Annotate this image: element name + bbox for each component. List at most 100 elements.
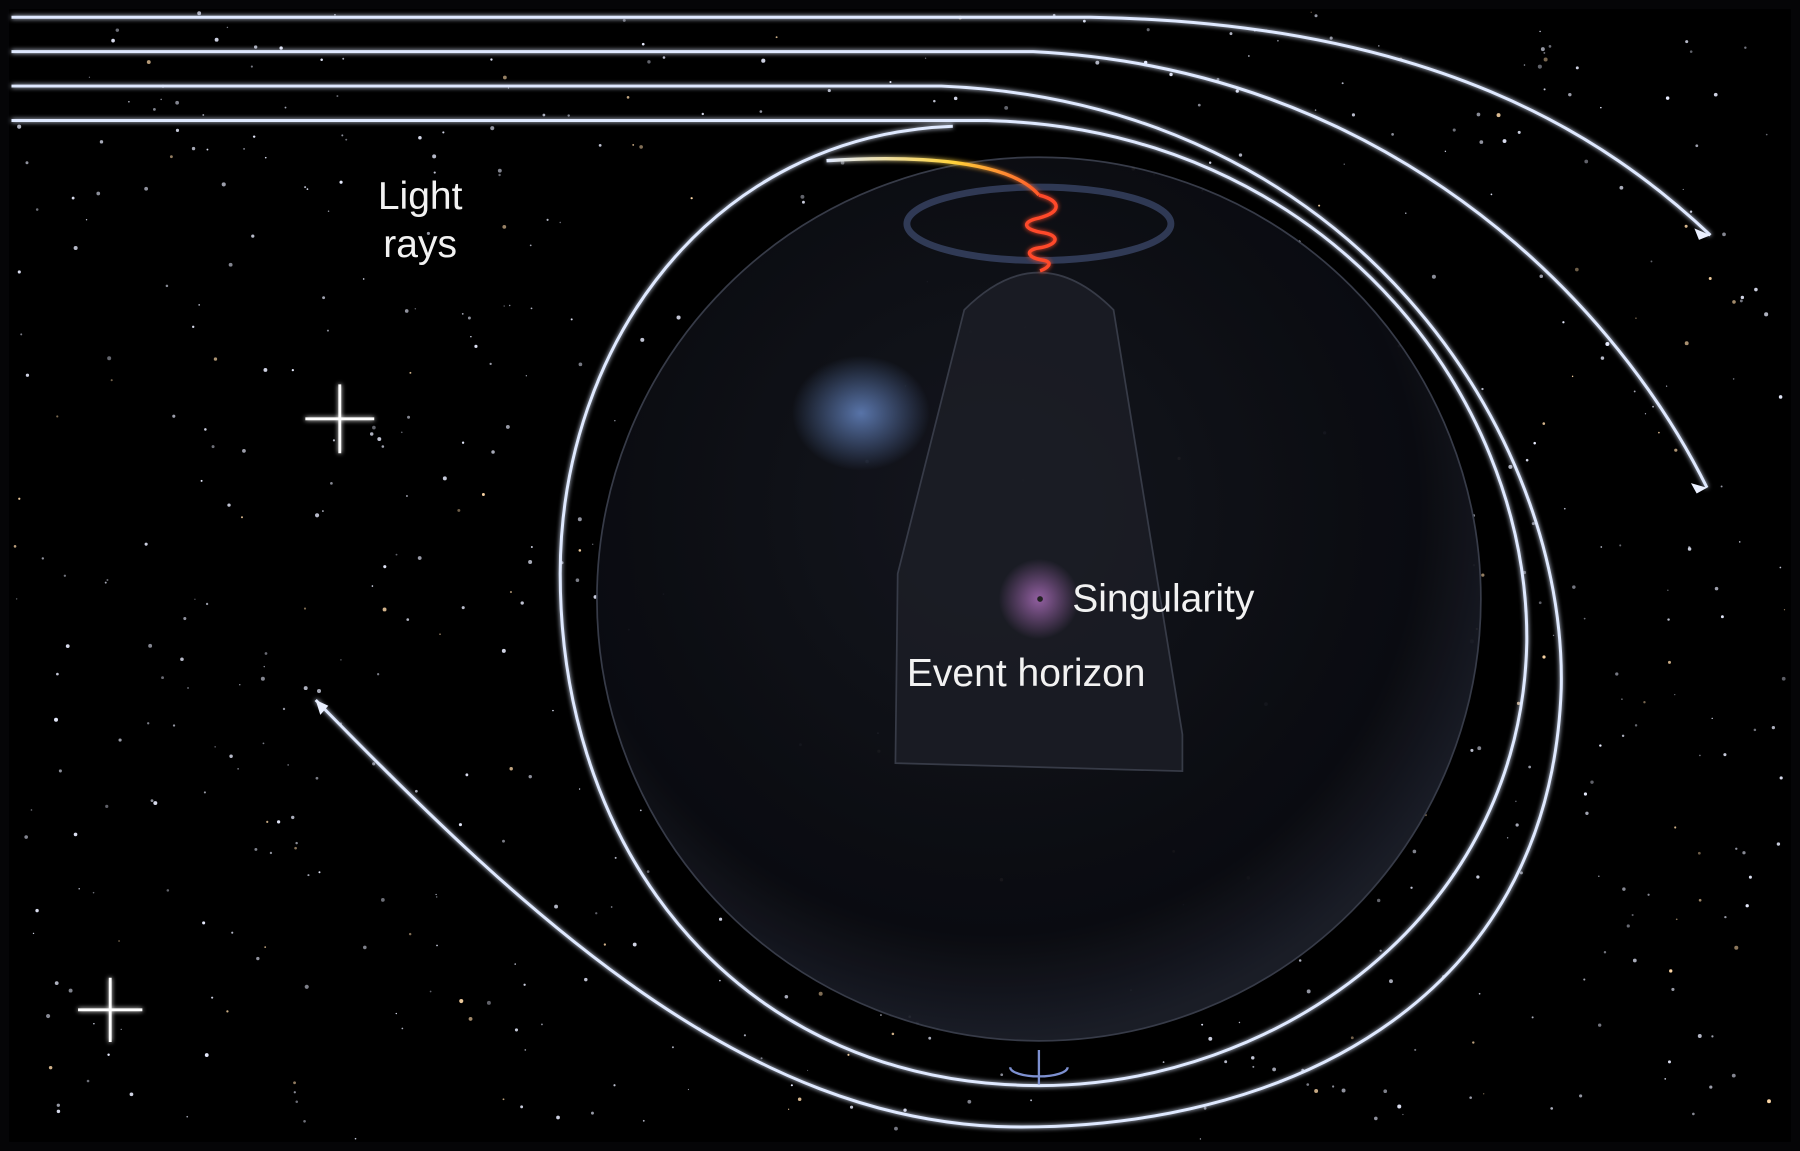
star: [293, 1081, 296, 1084]
star: [111, 379, 113, 381]
star: [243, 148, 245, 150]
star: [322, 296, 325, 299]
star: [554, 905, 558, 909]
star: [1239, 1022, 1240, 1023]
star: [576, 578, 580, 582]
star: [1647, 894, 1649, 896]
star: [744, 1034, 746, 1036]
star: [903, 1108, 906, 1111]
star: [529, 775, 532, 778]
star: [1722, 232, 1726, 236]
star: [1517, 702, 1520, 705]
star: [482, 493, 485, 496]
star: [1699, 755, 1701, 757]
star: [226, 1010, 228, 1012]
star: [264, 666, 265, 667]
star: [147, 60, 151, 64]
star: [214, 746, 215, 747]
star: [1674, 826, 1676, 828]
star: [928, 1037, 931, 1040]
star: [1619, 186, 1623, 190]
star: [1766, 134, 1768, 136]
star: [89, 77, 90, 78]
star: [791, 1084, 793, 1086]
star: [287, 764, 288, 765]
star: [1632, 914, 1634, 916]
star: [434, 172, 436, 174]
star: [1564, 508, 1566, 510]
star: [1740, 299, 1743, 302]
star: [1481, 388, 1483, 390]
star: [509, 767, 512, 770]
star: [363, 946, 367, 950]
star: [227, 504, 230, 507]
star: [1562, 321, 1564, 323]
star: [292, 369, 294, 371]
star: [396, 1013, 397, 1014]
star: [788, 1109, 789, 1110]
star: [1711, 1035, 1713, 1037]
star: [1542, 655, 1545, 658]
star: [372, 585, 374, 587]
star: [1169, 73, 1172, 76]
star: [1604, 951, 1606, 953]
star: [1585, 812, 1588, 815]
star: [345, 139, 347, 141]
star: [489, 363, 491, 365]
star: [17, 125, 21, 129]
page: Light rays Singularity Event horizon (()…: [0, 0, 1800, 1151]
label-singularity: Singularity: [1072, 578, 1255, 621]
star: [1477, 746, 1481, 750]
star: [263, 742, 265, 744]
star: [1524, 64, 1526, 66]
star: [153, 801, 157, 805]
star: [1533, 442, 1536, 445]
star: [623, 19, 626, 22]
star: [1622, 735, 1624, 737]
star: [1572, 585, 1575, 588]
star: [531, 307, 533, 309]
star: [121, 1029, 122, 1030]
star: [647, 870, 650, 873]
star: [64, 575, 66, 577]
star: [1539, 31, 1540, 32]
star: [1741, 296, 1744, 299]
star: [1674, 449, 1677, 452]
star: [1690, 50, 1693, 53]
star: [14, 545, 17, 548]
star: [183, 617, 186, 620]
star: [1477, 113, 1481, 117]
star: [1746, 904, 1749, 907]
star: [192, 326, 194, 328]
star: [614, 420, 615, 421]
star: [1584, 792, 1587, 795]
star: [579, 363, 583, 367]
star: [251, 65, 253, 67]
star: [285, 107, 287, 109]
star: [409, 372, 411, 374]
star: [719, 918, 722, 921]
star: [578, 517, 582, 521]
star: [1391, 133, 1394, 136]
star: [1479, 993, 1481, 995]
star: [640, 809, 642, 811]
star: [1507, 837, 1508, 838]
star: [1784, 609, 1785, 610]
star: [192, 147, 195, 150]
star: [1208, 1037, 1212, 1041]
star: [776, 36, 778, 38]
star: [1332, 1085, 1334, 1087]
star: [1200, 1138, 1201, 1139]
star: [72, 197, 75, 200]
star: [530, 244, 532, 246]
star: [241, 516, 243, 518]
star: [322, 510, 324, 512]
star: [205, 1053, 209, 1057]
star: [1634, 391, 1636, 393]
star: [1204, 1107, 1207, 1110]
star: [105, 805, 108, 808]
star: [175, 101, 179, 105]
star: [317, 689, 321, 693]
star: [93, 892, 95, 894]
star: [436, 896, 438, 898]
